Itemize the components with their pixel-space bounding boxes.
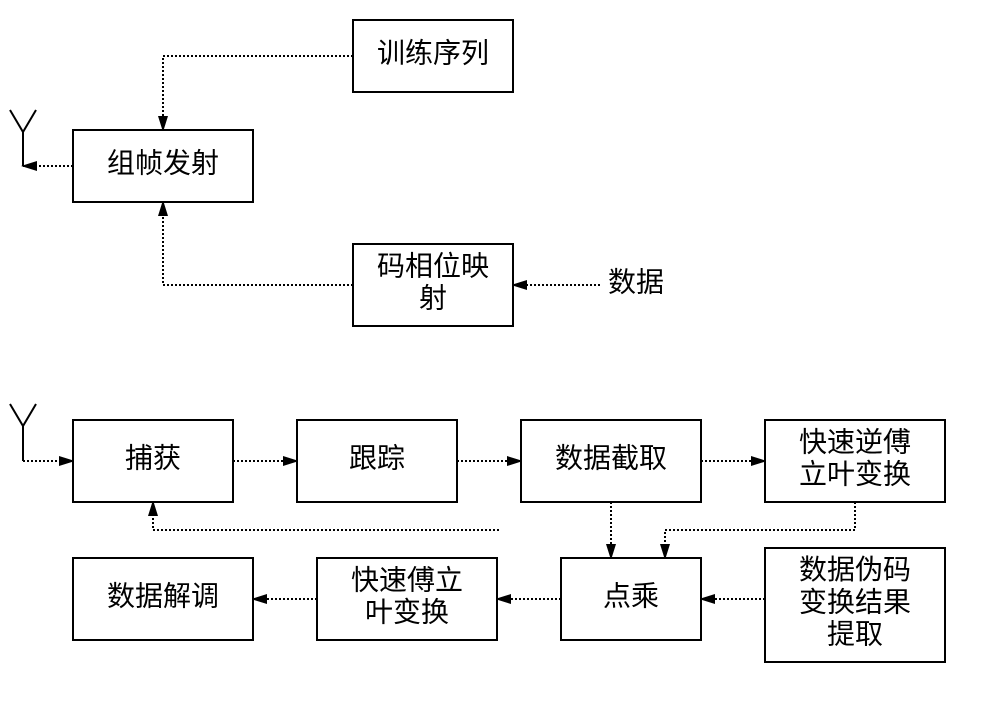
node-label: 跟踪 <box>349 442 405 474</box>
node-label: 组帧发射 <box>107 147 219 179</box>
node-train: 训练序列 <box>353 20 513 92</box>
edge <box>163 56 353 130</box>
node-label: 射 <box>419 283 447 315</box>
node-label: 叶变换 <box>365 597 449 629</box>
node-ifft: 快速逆傅立叶变换 <box>765 420 945 502</box>
flowchart: 训练序列组帧发射码相位映射捕获 跟踪 数据截取 快速逆傅立叶变换数据解调 快速傅立叶变换… <box>0 0 1000 724</box>
node-dot: 点乘 <box>561 558 701 640</box>
node-label: 提取 <box>827 619 883 651</box>
node-codemap: 码相位映射 <box>353 244 513 326</box>
node-extract: 数据伪码变换结果提取 <box>765 548 945 662</box>
node-fft: 快速傅立叶变换 <box>317 558 497 640</box>
node-label: 训练序列 <box>377 37 489 69</box>
node-label: 码相位映 <box>377 250 489 282</box>
antenna-icon <box>10 110 36 166</box>
node-label: 数据伪码 <box>799 554 911 586</box>
node-frame: 组帧发射 <box>73 130 253 202</box>
edge <box>163 202 353 285</box>
node-label: 捕获 <box>125 442 181 474</box>
node-capture: 捕获 <box>73 420 233 502</box>
node-label: 数据解调 <box>107 580 219 612</box>
antenna-icon <box>10 404 36 461</box>
annotation-data_label: 数据 <box>608 266 664 298</box>
node-demod: 数据解调 <box>73 558 253 640</box>
edge <box>153 502 500 530</box>
node-label: 快速傅立 <box>351 564 463 596</box>
node-cut: 数据截取 <box>521 420 701 502</box>
node-label: 立叶变换 <box>799 459 911 491</box>
node-label: 点乘 <box>603 580 659 612</box>
node-label: 快速逆傅 <box>799 426 911 458</box>
node-label: 变换结果 <box>799 586 911 618</box>
node-label: 数据截取 <box>555 442 667 474</box>
node-track: 跟踪 <box>297 420 457 502</box>
